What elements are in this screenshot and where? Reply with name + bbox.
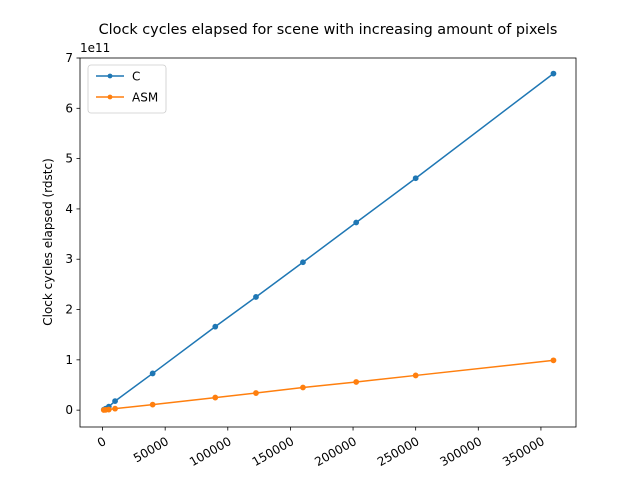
legend-item-asm: ASM xyxy=(96,91,158,105)
legend-marker xyxy=(107,73,113,79)
legend-marker xyxy=(107,94,113,100)
legend-box xyxy=(87,64,167,114)
y-tick-label: 5 xyxy=(65,152,73,166)
y-tick-label: 1 xyxy=(65,353,73,367)
y-tick-label: 6 xyxy=(65,101,73,115)
data-point xyxy=(300,259,306,266)
data-point xyxy=(112,405,118,412)
data-point xyxy=(353,379,360,385)
data-point xyxy=(550,357,557,364)
data-point xyxy=(412,175,419,182)
legend-label: ASM xyxy=(132,91,158,105)
series-layer xyxy=(100,70,557,413)
y-tick-label: 2 xyxy=(65,303,73,317)
data-point xyxy=(300,384,306,391)
data-point xyxy=(550,70,557,77)
series-asm xyxy=(100,357,557,413)
data-point xyxy=(149,370,156,377)
legend-item-c: C xyxy=(96,70,140,84)
y-tick-label: 3 xyxy=(65,252,73,266)
data-point xyxy=(212,394,219,401)
data-point xyxy=(105,406,112,413)
y-tick-label: 7 xyxy=(65,51,73,65)
y-tick-label: 0 xyxy=(65,403,73,417)
data-point xyxy=(149,401,156,408)
chart-title: Clock cycles elapsed for scene with incr… xyxy=(99,22,558,38)
axes-spines xyxy=(79,57,577,428)
y-tick-label: 4 xyxy=(65,202,73,216)
data-point xyxy=(212,323,219,330)
axes-frame xyxy=(79,57,577,428)
data-point xyxy=(112,398,118,404)
legend: C ASM xyxy=(87,64,167,114)
legend-label: C xyxy=(132,70,140,84)
y-axis: 0 1 2 3 4 5 6 7 xyxy=(65,51,80,417)
data-point xyxy=(412,372,419,379)
data-point xyxy=(353,219,360,226)
data-point xyxy=(253,294,259,300)
y-offset-label: 1e11 xyxy=(80,41,110,55)
y-axis-title: Clock cycles elapsed (rdstc) xyxy=(41,158,55,326)
data-point xyxy=(253,390,259,396)
